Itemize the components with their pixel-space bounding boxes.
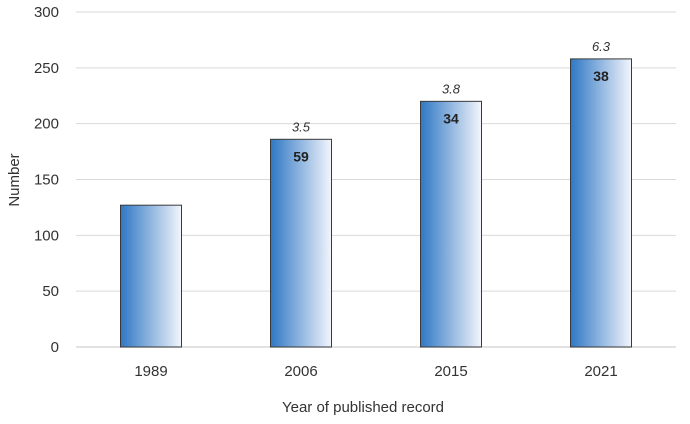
x-axis-title: Year of published record: [282, 399, 444, 416]
bar-1989: [120, 204, 182, 348]
bar-value-label: 38: [593, 68, 609, 84]
y-tick-label: 250: [34, 60, 59, 77]
x-axis-ticks: 1989 2006 2015 2021: [134, 363, 617, 380]
x-tick-label: 2015: [434, 363, 467, 380]
y-tick-label: 150: [34, 172, 59, 189]
y-axis-ticks: 0 50 100 150 200 250 300: [34, 4, 59, 356]
x-tick-label: 2006: [284, 363, 317, 380]
y-tick-label: 0: [51, 339, 59, 356]
bar-annotation: 3.5: [292, 119, 311, 134]
bar-2006: [270, 138, 332, 348]
bar-value-label: 34: [443, 110, 459, 126]
y-tick-label: 100: [34, 227, 59, 244]
y-tick-label: 300: [34, 4, 59, 21]
bars: 59 3.5 34 3.8 38 6.3: [120, 39, 632, 348]
x-tick-label: 2021: [584, 363, 617, 380]
bar-annotation: 3.8: [442, 81, 461, 96]
x-tick-label: 1989: [134, 363, 167, 380]
y-axis-title: Number: [6, 153, 23, 206]
bar-2021: [570, 58, 632, 348]
bar-annotation: 6.3: [592, 39, 611, 54]
bar-2015: [420, 100, 482, 348]
y-tick-label: 200: [34, 116, 59, 133]
bar-value-label: 59: [293, 148, 309, 164]
y-tick-label: 50: [42, 283, 59, 300]
